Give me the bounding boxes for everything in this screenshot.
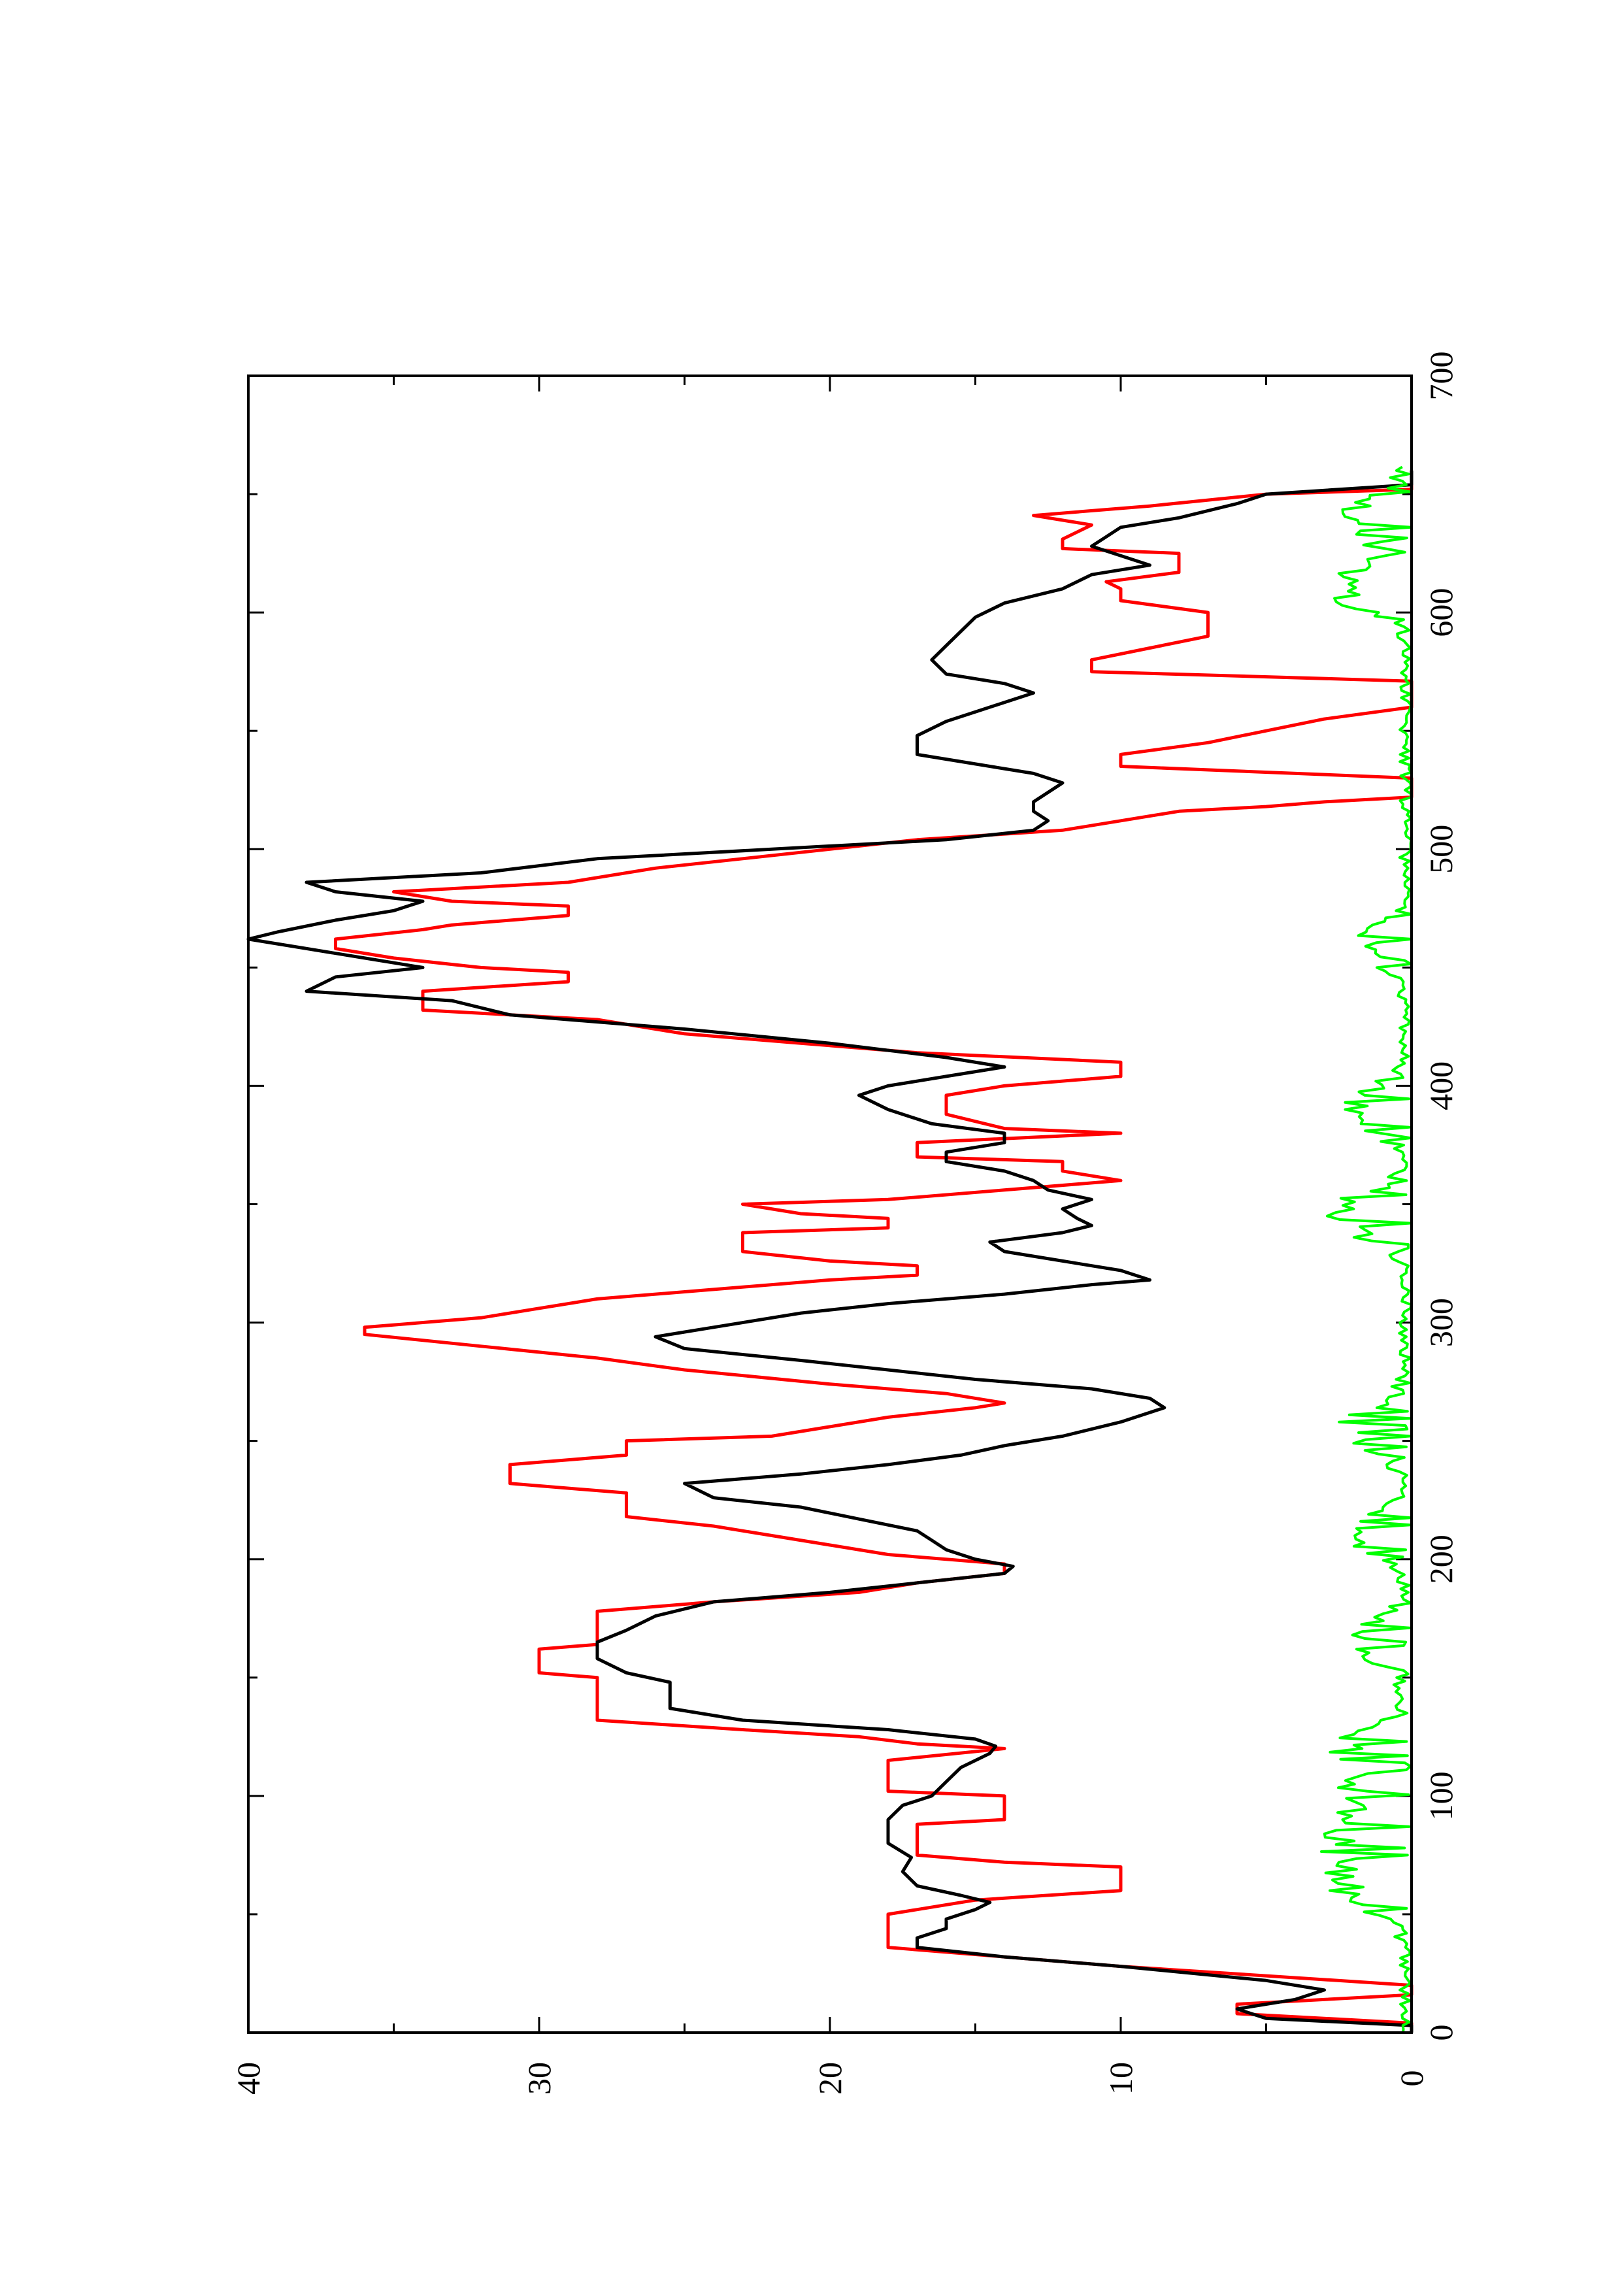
y-tick-label: 30 bbox=[521, 2062, 557, 2095]
x-tick-label: 300 bbox=[1423, 1298, 1459, 1347]
minor-ticks bbox=[248, 376, 1412, 2033]
y-tick-labels: 0 10 20 30 40 bbox=[230, 2062, 1430, 2095]
y-tick-label: 40 bbox=[230, 2062, 267, 2095]
x-tick-label: 400 bbox=[1423, 1061, 1459, 1110]
red-series-line bbox=[334, 470, 1413, 2033]
x-tick-label: 600 bbox=[1423, 588, 1459, 637]
y-tick-label: 10 bbox=[1102, 2062, 1139, 2095]
black-series-line bbox=[246, 470, 1413, 2033]
x-tick-label: 100 bbox=[1423, 1771, 1459, 1820]
plot-frame bbox=[247, 374, 1413, 2034]
x-tick-label: 500 bbox=[1423, 825, 1459, 874]
y-tick-label: 20 bbox=[812, 2062, 848, 2095]
x-tick-label: 0 bbox=[1423, 2025, 1459, 2041]
green-series-line bbox=[1320, 465, 1413, 2033]
x-tick-label: 700 bbox=[1423, 352, 1459, 401]
x-tick-label: 200 bbox=[1423, 1535, 1459, 1584]
series-lines bbox=[246, 465, 1413, 2033]
y-tick-label: 0 bbox=[1393, 2071, 1430, 2087]
x-tick-labels: 0 100 200 300 400 500 600 700 bbox=[1423, 352, 1459, 2041]
